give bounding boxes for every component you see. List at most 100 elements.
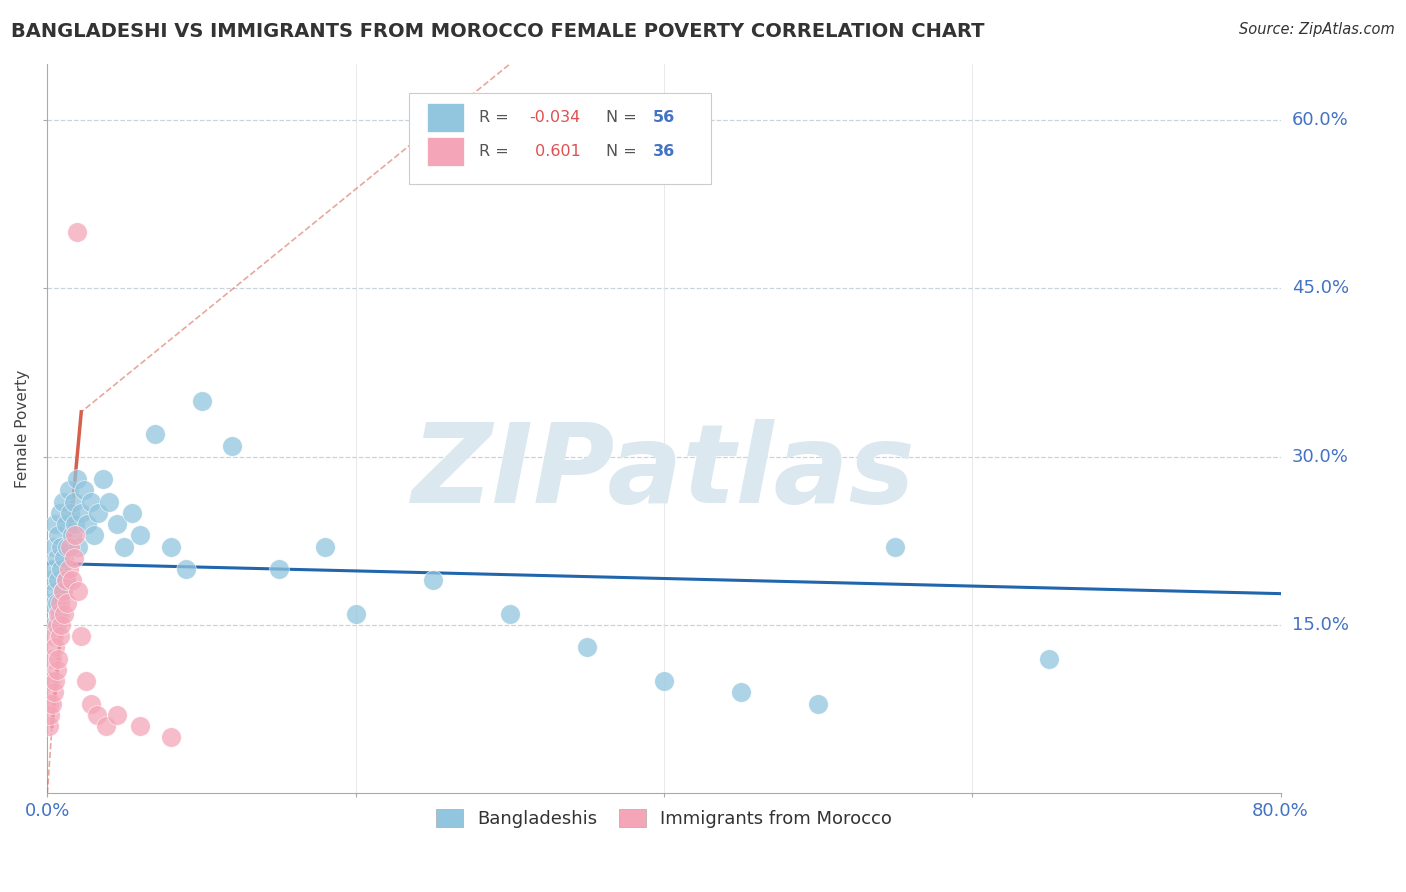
Point — [105, 517, 128, 532]
Point — [159, 540, 181, 554]
Text: R =: R = — [479, 145, 513, 159]
Point — [884, 540, 907, 554]
Point — [58, 483, 80, 498]
Point — [70, 506, 93, 520]
Point — [44, 584, 66, 599]
Point — [76, 517, 98, 532]
Point — [44, 674, 66, 689]
Text: ZIPatlas: ZIPatlas — [412, 419, 915, 526]
Point — [45, 663, 67, 677]
Text: Source: ZipAtlas.com: Source: ZipAtlas.com — [1239, 22, 1395, 37]
Point — [51, 618, 73, 632]
Point — [45, 618, 67, 632]
Text: N =: N = — [606, 145, 643, 159]
Point — [73, 483, 96, 498]
Point — [39, 596, 62, 610]
Point — [128, 528, 150, 542]
Text: 30.0%: 30.0% — [1292, 448, 1348, 466]
Point — [42, 618, 65, 632]
Point — [53, 550, 76, 565]
Point — [121, 506, 143, 520]
Point — [51, 540, 73, 554]
Point — [62, 494, 84, 508]
Point — [46, 607, 69, 621]
Point — [267, 562, 290, 576]
Text: 45.0%: 45.0% — [1292, 279, 1348, 297]
Point — [807, 697, 830, 711]
Point — [66, 225, 89, 239]
Point — [174, 562, 197, 576]
Point — [44, 517, 66, 532]
Point — [48, 607, 70, 621]
Point — [79, 697, 101, 711]
Point — [59, 506, 82, 520]
Point — [128, 719, 150, 733]
Point — [39, 707, 62, 722]
Point — [62, 550, 84, 565]
Point — [1038, 651, 1060, 665]
Point — [91, 472, 114, 486]
Point — [48, 596, 70, 610]
Point — [55, 573, 77, 587]
Point — [105, 707, 128, 722]
Point — [190, 393, 212, 408]
Point — [53, 607, 76, 621]
Point — [42, 685, 65, 699]
Point — [41, 562, 63, 576]
Point — [70, 629, 93, 643]
Point — [94, 719, 117, 733]
Point — [46, 528, 69, 542]
Point — [42, 629, 65, 643]
Point — [83, 528, 105, 542]
Point — [38, 719, 60, 733]
FancyBboxPatch shape — [409, 94, 711, 185]
Point — [45, 550, 67, 565]
Point — [42, 540, 65, 554]
Point — [56, 540, 79, 554]
Point — [86, 707, 108, 722]
FancyBboxPatch shape — [427, 103, 464, 132]
Text: 60.0%: 60.0% — [1292, 112, 1348, 129]
Text: 15.0%: 15.0% — [1292, 616, 1348, 634]
Point — [63, 528, 86, 542]
Text: R =: R = — [479, 110, 513, 125]
Point — [114, 540, 136, 554]
Text: -0.034: -0.034 — [530, 110, 581, 125]
Point — [52, 584, 75, 599]
Point — [56, 596, 79, 610]
Point — [60, 573, 83, 587]
Point — [63, 517, 86, 532]
Point — [46, 573, 69, 587]
Point — [314, 540, 336, 554]
Point — [499, 607, 522, 621]
Point — [48, 506, 70, 520]
Point — [75, 674, 97, 689]
Text: 0.601: 0.601 — [530, 145, 581, 159]
Point — [221, 438, 243, 452]
Point — [46, 651, 69, 665]
Point — [79, 494, 101, 508]
Text: N =: N = — [606, 110, 643, 125]
Point — [55, 517, 77, 532]
Point — [422, 573, 444, 587]
Point — [730, 685, 752, 699]
Point — [87, 506, 110, 520]
Point — [67, 540, 90, 554]
Point — [159, 731, 181, 745]
Point — [652, 674, 675, 689]
Point — [44, 640, 66, 655]
Point — [98, 494, 121, 508]
Point — [51, 562, 73, 576]
Point — [38, 573, 60, 587]
Point — [59, 540, 82, 554]
Point — [575, 640, 598, 655]
Point — [48, 629, 70, 643]
Legend: Bangladeshis, Immigrants from Morocco: Bangladeshis, Immigrants from Morocco — [429, 802, 900, 836]
Point — [66, 472, 89, 486]
Point — [58, 562, 80, 576]
Point — [41, 697, 63, 711]
Point — [52, 584, 75, 599]
Point — [39, 674, 62, 689]
FancyBboxPatch shape — [427, 137, 464, 166]
Point — [41, 651, 63, 665]
